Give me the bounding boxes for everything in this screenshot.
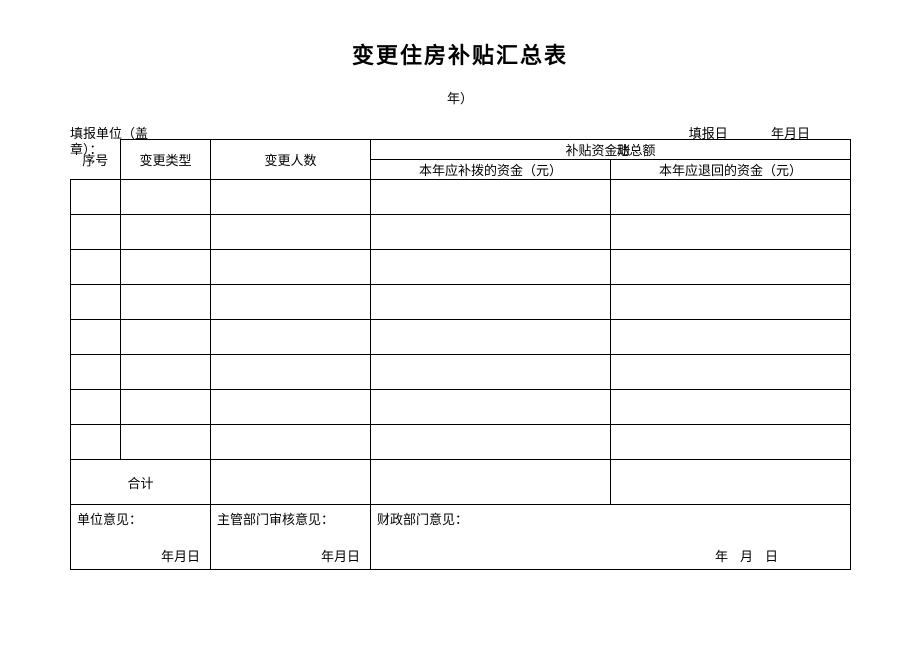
table-row xyxy=(71,180,851,215)
table-row xyxy=(71,250,851,285)
fill-date-value: 年月日 xyxy=(771,126,810,141)
table-header-row-1: 序号 变更类型 变更人数 补贴资金账动总额 xyxy=(71,140,851,160)
supervisor-opinion-date: 年月日 xyxy=(321,546,360,565)
page-title: 变更住房补贴汇总表 xyxy=(70,38,850,70)
col-this-year-return: 本年应退回的资金（元） xyxy=(611,160,851,180)
fill-date-label: 填报日 xyxy=(689,126,728,141)
date-d: 日 xyxy=(765,549,790,564)
unit-opinion-cell: 单位意见： 年月日 xyxy=(71,505,211,570)
col-this-year-add: 本年应补拨的资金（元） xyxy=(371,160,611,180)
subsidy-total-b: 动总额 xyxy=(617,143,656,158)
table-row xyxy=(71,215,851,250)
table-total-row: 合计 xyxy=(71,460,851,505)
year-paren: 年） xyxy=(70,88,850,107)
finance-opinion-cell: 财政部门意见： 年月日 xyxy=(371,505,851,570)
col-subsidy-total: 补贴资金账动总额 xyxy=(371,140,851,160)
table-row xyxy=(71,425,851,460)
table-row xyxy=(71,285,851,320)
table-row xyxy=(71,320,851,355)
fill-unit-label-l2: 章）： xyxy=(70,139,103,158)
table-row xyxy=(71,355,851,390)
finance-opinion-label: 财政部门意见： xyxy=(377,512,468,527)
col-change-count: 变更人数 xyxy=(211,140,371,180)
fill-date: 填报日 年月日 xyxy=(689,123,810,142)
signature-row: 单位意见： 年月日 主管部门审核意见： 年月日 财政部门意见： 年月日 xyxy=(71,505,851,570)
total-label: 合计 xyxy=(71,460,211,505)
col-change-type: 变更类型 xyxy=(121,140,211,180)
supervisor-opinion-label: 主管部门审核意见： xyxy=(217,512,334,527)
unit-opinion-date: 年月日 xyxy=(161,546,200,565)
date-m: 月 xyxy=(740,549,765,564)
table-row xyxy=(71,390,851,425)
finance-opinion-date: 年月日 xyxy=(715,546,790,565)
meta-row: 填报单位（盖 章）： 填报日 年月日 xyxy=(70,123,850,141)
date-y: 年 xyxy=(715,549,740,564)
unit-opinion-label: 单位意见： xyxy=(77,512,142,527)
summary-table: 序号 变更类型 变更人数 补贴资金账动总额 本年应补拨的资金（元） 本年应退回的… xyxy=(70,139,851,570)
supervisor-opinion-cell: 主管部门审核意见： 年月日 xyxy=(211,505,371,570)
